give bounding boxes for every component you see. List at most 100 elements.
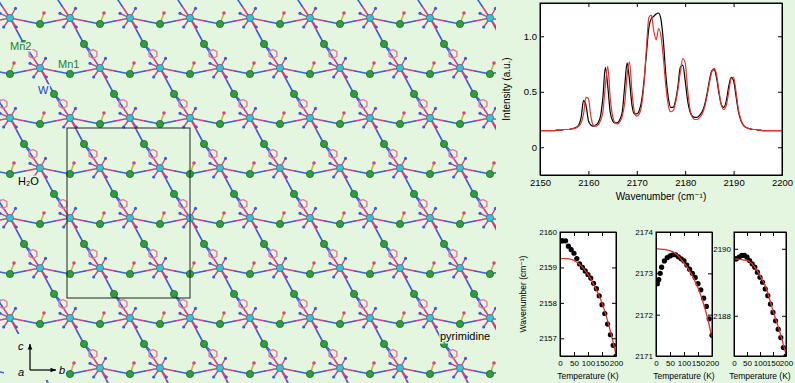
- mn-atom: [230, 90, 237, 97]
- nitrogen: [478, 12, 481, 15]
- nitrogen: [58, 312, 61, 315]
- nitrogen: [165, 175, 168, 178]
- nitrogen: [465, 275, 468, 278]
- mn-atom: [320, 240, 327, 247]
- pyrimidine-ring: [329, 150, 337, 159]
- nitrogen: [62, 325, 65, 328]
- x-axis-top-tick-mark: [588, 232, 589, 236]
- x-axis-tick: 100: [582, 352, 596, 368]
- nitrogen: [254, 107, 257, 110]
- w-atom: [456, 264, 463, 271]
- w-atom: [96, 264, 103, 271]
- water-oxygen: [162, 311, 166, 315]
- x-axis-tick-label: 2150: [530, 177, 551, 188]
- x-axis-top-tick-mark: [734, 3, 735, 7]
- nitrogen: [272, 275, 275, 278]
- pyrimidine-ring: [359, 200, 367, 209]
- nitrogen: [362, 325, 365, 328]
- water-oxygen: [282, 311, 286, 315]
- x-axis-tick-mark: [684, 352, 685, 356]
- mn-atom: [80, 340, 87, 347]
- nitrogen: [88, 262, 91, 265]
- y-axis-right-tick: [778, 147, 782, 148]
- w-atom: [126, 114, 133, 121]
- mn-atom: [260, 240, 267, 247]
- nitrogen: [194, 107, 197, 110]
- w-atom: [36, 164, 43, 171]
- pyrimidine-ring: [209, 350, 217, 359]
- nitrogen: [164, 157, 167, 160]
- nitrogen: [134, 107, 137, 110]
- nitrogen: [284, 157, 287, 160]
- y-axis-tick-label: 2172: [635, 311, 653, 320]
- x-axis-tick: 50: [666, 352, 675, 368]
- marks: [656, 249, 712, 338]
- y-axis-right-tick-mark: [612, 338, 616, 339]
- mn-atom: [350, 290, 357, 297]
- water-oxygen: [252, 61, 256, 65]
- nitrogen: [225, 75, 228, 78]
- nitrogen: [268, 362, 271, 365]
- y-axis-tick-label: 2171: [635, 352, 653, 361]
- water-oxygen: [492, 361, 496, 365]
- mn-atom: [260, 140, 267, 147]
- mn-atom: [230, 290, 237, 297]
- x-axis-top-tick-mark: [602, 232, 603, 236]
- pyrimidine-ring: [389, 50, 397, 59]
- nitrogen: [238, 112, 241, 115]
- mn-atom: [156, 320, 163, 327]
- crystal-structure: [0, 0, 496, 383]
- nitrogen: [405, 175, 408, 178]
- mn-atom: [336, 20, 343, 27]
- nitrogen: [465, 75, 468, 78]
- mn-atom: [96, 220, 103, 227]
- nitrogen: [88, 62, 91, 65]
- nitrogen: [14, 107, 17, 110]
- x-axis-top-tick-mark: [698, 232, 699, 236]
- mn-atom: [486, 70, 493, 77]
- nitrogen: [242, 325, 245, 328]
- y-axis-tick: 1.0: [524, 31, 544, 42]
- nitrogen: [418, 112, 421, 115]
- x-axis-tick-mark: [602, 352, 603, 356]
- nitrogen: [44, 157, 47, 160]
- mn-atom: [200, 140, 207, 147]
- y-axis-tick-mark: [656, 273, 660, 274]
- water-oxygen: [312, 61, 316, 65]
- mn-atom: [486, 370, 493, 377]
- mn-atom: [426, 170, 433, 177]
- pyrimidine-ring: [269, 150, 277, 159]
- mn-atom: [320, 140, 327, 147]
- pyrimidine-ring: [269, 350, 277, 359]
- nitrogen: [388, 362, 391, 365]
- nitrogen: [495, 25, 496, 28]
- x-axis-tick-mark: [685, 171, 686, 175]
- x-axis-tick-label: 100: [678, 359, 692, 368]
- mn-atom: [486, 170, 493, 177]
- nitrogen: [75, 225, 78, 228]
- nitrogen: [104, 357, 107, 360]
- w-atom: [246, 314, 253, 321]
- mn-atom: [126, 270, 133, 277]
- plot-frame: [560, 232, 616, 356]
- pyrimidine-ring: [29, 250, 37, 259]
- nitrogen: [194, 307, 197, 310]
- nitrogen: [314, 7, 317, 10]
- cyanide-bond: [354, 0, 362, 6]
- w-atom: [186, 114, 193, 121]
- pyrimidine-ring: [269, 250, 277, 259]
- w-atom: [306, 14, 313, 21]
- mn-atom: [156, 20, 163, 27]
- nitrogen: [392, 275, 395, 278]
- x-axis-tick: 2160: [578, 171, 599, 188]
- mn-atom: [470, 190, 477, 197]
- nitrogen: [195, 325, 198, 328]
- nitrogen: [332, 75, 335, 78]
- nitrogen: [105, 175, 108, 178]
- mn-atom: [126, 370, 133, 377]
- axis-arrow-head: [50, 368, 56, 373]
- nitrogen: [148, 62, 151, 65]
- nitrogen: [418, 12, 421, 15]
- nitrogen: [302, 25, 305, 28]
- pyrimidine-ring: [119, 300, 127, 309]
